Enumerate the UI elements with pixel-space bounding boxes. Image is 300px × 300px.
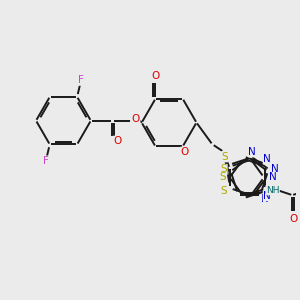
Text: NH: NH bbox=[266, 186, 279, 195]
Text: S: S bbox=[221, 152, 228, 162]
Text: O: O bbox=[132, 114, 140, 124]
Text: O: O bbox=[151, 71, 160, 81]
Text: N: N bbox=[248, 147, 256, 157]
Text: O: O bbox=[181, 147, 189, 157]
Text: O: O bbox=[289, 214, 297, 224]
Text: O: O bbox=[113, 136, 122, 146]
Text: S: S bbox=[220, 164, 227, 174]
Text: F: F bbox=[43, 156, 49, 166]
Text: S: S bbox=[220, 172, 226, 182]
Text: S: S bbox=[220, 186, 227, 196]
Text: N: N bbox=[263, 191, 271, 201]
Text: N: N bbox=[263, 154, 271, 164]
Text: N: N bbox=[271, 164, 279, 174]
Text: N: N bbox=[269, 172, 277, 182]
Text: N: N bbox=[261, 194, 268, 204]
Text: F: F bbox=[78, 75, 84, 85]
